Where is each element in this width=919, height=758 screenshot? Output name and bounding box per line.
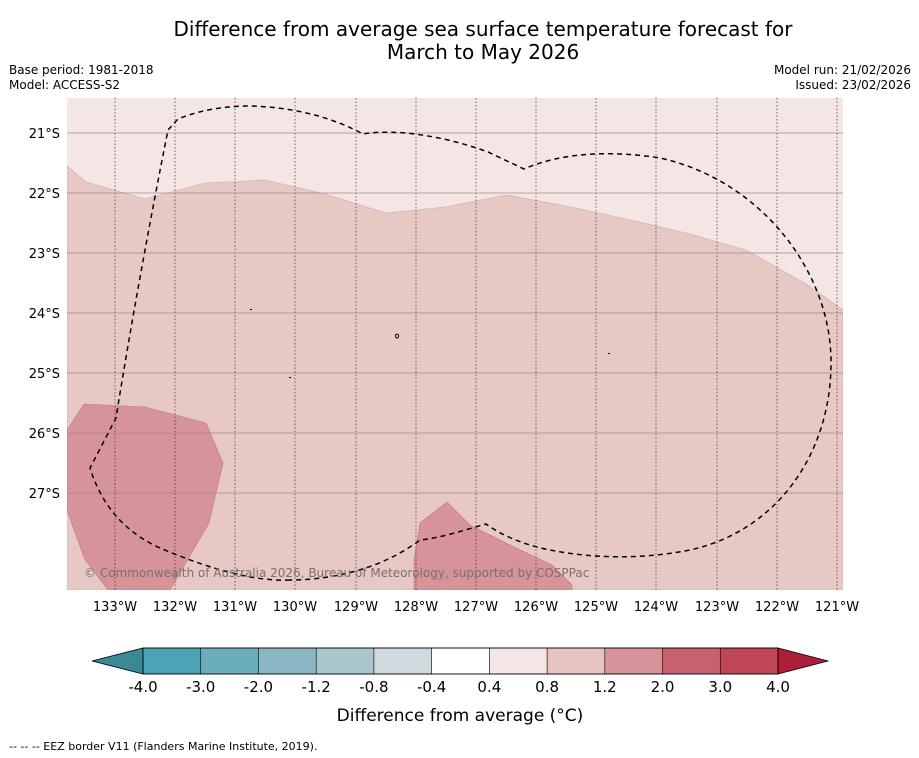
colorbar-segment [604, 647, 664, 675]
colorbar-tick-label: -2.0 [244, 678, 273, 696]
colorbar-tick-label: -0.4 [417, 678, 446, 696]
colorbar-segment [431, 647, 490, 675]
lon-label: 130°W [273, 600, 317, 615]
lon-label: 133°W [93, 600, 137, 615]
colorbar-tick-label: 0.8 [535, 678, 559, 696]
colorbar-tick-label: 2.0 [651, 678, 675, 696]
run-info: Model run: 21/02/2026 Issued: 23/02/2026 [774, 63, 911, 93]
lon-label: 122°W [755, 600, 799, 615]
colorbar-segment [662, 647, 721, 675]
colorbar-segment [142, 647, 202, 675]
lon-label: 128°W [394, 600, 438, 615]
lat-label: 23°S [29, 247, 60, 262]
colorbar-segment [200, 647, 260, 675]
issued-text: Issued: 23/02/2026 [795, 78, 911, 92]
lat-label: 24°S [29, 307, 60, 322]
copyright-text: © Commonwealth of Australia 2026, Bureau… [84, 566, 589, 580]
colorbar-tick-label: -4.0 [128, 678, 157, 696]
lon-label: 123°W [695, 600, 739, 615]
colorbar-tick-label: 3.0 [708, 678, 732, 696]
colorbar-segment [373, 647, 433, 675]
island-mark-small [289, 377, 291, 378]
colorbar-tick-label: 0.4 [477, 678, 501, 696]
colorbar-segment [489, 647, 548, 675]
colorbar-tick-label: -0.8 [359, 678, 388, 696]
chart-title-line1: Difference from average sea surface temp… [173, 17, 793, 41]
lat-label: 21°S [29, 127, 60, 142]
lat-label: 26°S [29, 427, 60, 442]
band-1.2-2.0-south [413, 501, 573, 590]
colorbar: -4.0 -3.0 -2.0 -1.2 -0.8 -0.4 0.4 0.8 1.2 2.0 3.0 4… [91, 647, 830, 726]
colorbar-tick-label: -3.0 [186, 678, 215, 696]
island-mark-small [608, 353, 610, 354]
model-text: Model: ACCESS-S2 [9, 78, 121, 92]
eez-border [89, 105, 832, 581]
lon-label: 131°W [213, 600, 257, 615]
lon-label: 125°W [574, 600, 618, 615]
lon-label: 126°W [514, 600, 558, 615]
colorbar-tick-label: 4.0 [766, 678, 790, 696]
lon-label: 121°W [815, 600, 859, 615]
base-period-text: Base period: 1981-2018 [9, 63, 154, 77]
band-1.2-2.0-west [67, 403, 224, 590]
lon-label: 129°W [334, 600, 378, 615]
lon-label: 132°W [153, 600, 197, 615]
chart-title-line2: March to May 2026 [386, 40, 580, 64]
sst-anomaly-map: © Commonwealth of Australia 2026, Bureau… [29, 98, 859, 726]
lat-label: 25°S [29, 367, 60, 382]
base-info: Base period: 1981-2018 Model: ACCESS-S2 [9, 63, 154, 93]
eez-footnote: -- -- -- EEZ border V11 (Flanders Marine… [9, 740, 318, 753]
lon-label: 124°W [634, 600, 678, 615]
colorbar-segment [546, 647, 606, 675]
colorbar-under-triangle [91, 647, 144, 675]
colorbar-label: Difference from average (°C) [337, 706, 584, 726]
colorbar-tick-label: 1.2 [593, 678, 617, 696]
chart-title: Difference from average sea surface temp… [0, 18, 919, 64]
island-mark-small [250, 309, 252, 310]
lon-label: 127°W [454, 600, 498, 615]
lat-label: 27°S [29, 487, 60, 502]
colorbar-tick-label: -1.2 [302, 678, 331, 696]
colorbar-segment [258, 647, 317, 675]
lat-label: 22°S [29, 187, 60, 202]
colorbar-segment [719, 647, 779, 675]
colorbar-segment [315, 647, 375, 675]
model-run-text: Model run: 21/02/2026 [773, 63, 911, 77]
colorbar-over-triangle [777, 647, 830, 675]
island-mark [394, 333, 400, 339]
